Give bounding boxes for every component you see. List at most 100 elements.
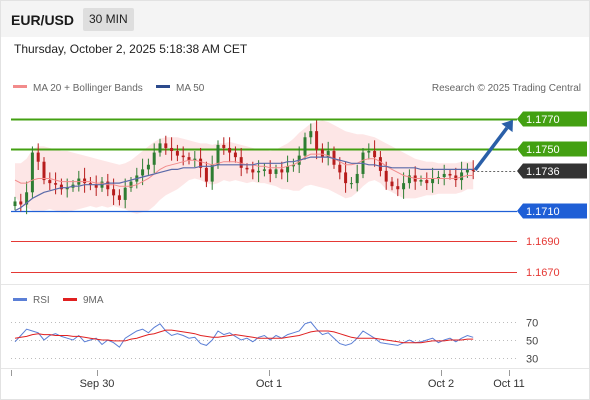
candle-body bbox=[436, 177, 440, 179]
candle-body bbox=[19, 201, 23, 205]
forecast-arrow-head bbox=[501, 119, 513, 133]
candle-body bbox=[146, 164, 150, 170]
candle-body bbox=[465, 169, 469, 173]
candle bbox=[152, 143, 156, 174]
rsi-tick-50: 50 bbox=[526, 336, 538, 348]
candle-body bbox=[373, 151, 377, 158]
level-label-1-1710: 1.1710 bbox=[517, 203, 587, 219]
legend-rsi-swatch bbox=[13, 298, 27, 301]
x-label-sep30: Sep 30 bbox=[80, 378, 115, 390]
legend-ma20-label: MA 20 + Bollinger Bands bbox=[33, 83, 143, 94]
level-label-1-1736: 1.1736 bbox=[517, 163, 587, 179]
candle-body bbox=[303, 137, 307, 156]
candle bbox=[88, 177, 92, 191]
candle bbox=[30, 146, 34, 198]
candle bbox=[274, 164, 278, 179]
candle-body bbox=[141, 169, 145, 176]
candle-body bbox=[390, 181, 394, 187]
level-label-bg bbox=[517, 163, 587, 179]
candle-body bbox=[30, 152, 34, 193]
candle bbox=[419, 175, 423, 186]
candle-body bbox=[228, 147, 232, 153]
level-label-bg bbox=[517, 203, 587, 219]
rsi-legend: RSI 9MA bbox=[13, 295, 104, 306]
level-label-1-1770: 1.1770 bbox=[517, 111, 587, 127]
candle-body bbox=[262, 169, 266, 171]
candle bbox=[94, 175, 98, 196]
candle bbox=[141, 158, 145, 186]
candle bbox=[448, 169, 452, 180]
candle-body bbox=[396, 186, 400, 190]
candle-body bbox=[36, 152, 40, 162]
candle-body bbox=[245, 167, 249, 170]
candle-body bbox=[442, 173, 446, 178]
ma20-line bbox=[14, 153, 474, 187]
candle bbox=[54, 172, 58, 195]
candle-body bbox=[448, 173, 452, 176]
candle bbox=[436, 170, 440, 185]
candle-body bbox=[25, 192, 29, 205]
candle bbox=[367, 143, 371, 160]
candle-body bbox=[175, 151, 179, 156]
header-bar: EUR/USD 30 MIN bbox=[1, 1, 589, 37]
candle-body bbox=[112, 189, 116, 196]
candle-body bbox=[326, 151, 330, 158]
candle-body bbox=[286, 166, 290, 173]
candle-body bbox=[367, 151, 371, 153]
candle-body bbox=[193, 158, 197, 161]
candle bbox=[170, 137, 174, 161]
candle bbox=[402, 172, 406, 199]
x-label-oct1: Oct 1 bbox=[256, 378, 282, 390]
rsi-tick-30: 30 bbox=[526, 354, 538, 366]
moving-averages bbox=[14, 153, 474, 212]
candle-body bbox=[471, 169, 475, 171]
candle-body bbox=[384, 170, 388, 182]
candle-body bbox=[407, 175, 411, 184]
symbol-label: EUR/USD bbox=[11, 12, 75, 28]
candle bbox=[13, 196, 17, 211]
forecast-arrow bbox=[473, 119, 513, 171]
candle-body bbox=[210, 164, 214, 182]
candle bbox=[239, 147, 243, 177]
rsi-line bbox=[14, 321, 474, 348]
legend-rsi-ma-label: 9MA bbox=[83, 295, 104, 306]
candle-body bbox=[204, 167, 208, 182]
candle bbox=[48, 172, 52, 190]
candle bbox=[303, 132, 307, 160]
legend-ma20-swatch bbox=[13, 85, 27, 88]
candle bbox=[373, 140, 377, 167]
candle-body bbox=[268, 169, 272, 174]
bollinger-bands bbox=[15, 120, 474, 214]
level-label-text: 1.1690 bbox=[526, 236, 560, 248]
candle-body bbox=[106, 181, 110, 190]
candle bbox=[286, 155, 290, 183]
candle bbox=[320, 143, 324, 163]
candle-body bbox=[94, 184, 98, 188]
level-label-text: 1.1670 bbox=[526, 267, 560, 279]
candle-body bbox=[54, 183, 58, 185]
x-label-oct11: Oct 11 bbox=[493, 378, 525, 390]
candle bbox=[146, 158, 150, 175]
level-label-bg bbox=[517, 141, 587, 157]
candle bbox=[175, 144, 179, 162]
candle-body bbox=[129, 181, 133, 188]
candle-body bbox=[181, 155, 185, 158]
candle bbox=[117, 189, 121, 206]
candle bbox=[390, 177, 394, 191]
candle-body bbox=[378, 157, 382, 171]
candle bbox=[123, 178, 127, 209]
candle bbox=[262, 163, 266, 177]
candle-body bbox=[332, 151, 336, 165]
level-label-text: 1.1750 bbox=[526, 144, 560, 156]
candle bbox=[338, 157, 342, 180]
timeframe-button[interactable]: 30 MIN bbox=[83, 8, 134, 31]
candle bbox=[164, 135, 168, 155]
candle bbox=[332, 146, 336, 169]
rsi-panel: 70 50 30 bbox=[11, 318, 538, 366]
candle-body bbox=[164, 143, 168, 148]
bollinger-band-area bbox=[15, 120, 474, 214]
candle bbox=[280, 161, 284, 180]
candle-body bbox=[170, 147, 174, 152]
rsi-tick-70: 70 bbox=[526, 318, 538, 330]
